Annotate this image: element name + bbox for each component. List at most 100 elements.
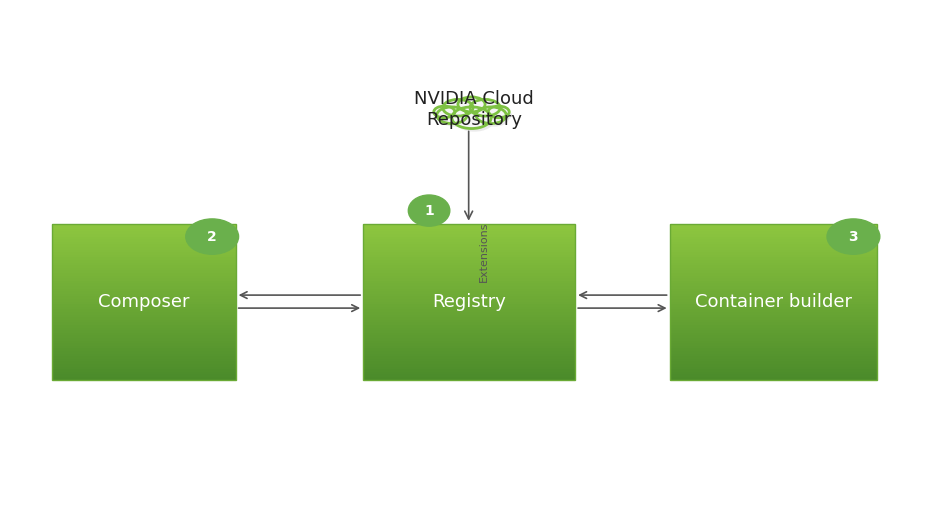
Bar — [670, 270, 877, 273]
Bar — [363, 304, 575, 307]
Bar — [52, 286, 236, 289]
Bar — [52, 317, 236, 320]
Bar — [363, 283, 575, 286]
Bar — [52, 330, 236, 333]
Bar — [670, 338, 877, 341]
Bar — [363, 307, 575, 309]
Bar — [52, 273, 236, 276]
Bar — [670, 364, 877, 367]
Bar — [670, 330, 877, 333]
Bar — [52, 270, 236, 273]
Bar — [363, 286, 575, 289]
Bar — [670, 281, 877, 283]
Bar — [670, 367, 877, 369]
Text: 1: 1 — [424, 204, 434, 217]
Bar — [363, 296, 575, 299]
Bar — [670, 276, 877, 278]
Bar — [363, 312, 575, 315]
Circle shape — [452, 107, 491, 128]
Circle shape — [479, 110, 509, 127]
Bar — [52, 239, 236, 242]
Bar — [363, 328, 575, 330]
Bar — [52, 346, 236, 348]
Bar — [52, 291, 236, 294]
Bar — [52, 276, 236, 278]
Bar — [363, 348, 575, 351]
Bar — [363, 315, 575, 317]
Bar — [670, 312, 877, 315]
Bar — [52, 281, 236, 283]
Bar — [670, 257, 877, 260]
Bar — [52, 237, 236, 239]
Bar — [670, 328, 877, 330]
Bar — [363, 374, 575, 377]
Bar — [363, 255, 575, 257]
Bar — [670, 226, 877, 229]
Bar — [52, 244, 236, 247]
Bar — [52, 268, 236, 270]
Ellipse shape — [408, 195, 450, 226]
Circle shape — [437, 109, 457, 121]
Bar — [363, 330, 575, 333]
Bar — [670, 299, 877, 302]
Bar — [52, 377, 236, 380]
Bar — [52, 335, 236, 338]
Bar — [52, 354, 236, 356]
Circle shape — [491, 109, 512, 121]
Bar — [670, 286, 877, 289]
Bar — [670, 325, 877, 328]
Bar — [52, 309, 236, 312]
Bar — [52, 343, 236, 346]
Bar — [52, 361, 236, 364]
Circle shape — [437, 107, 467, 124]
Bar — [670, 354, 877, 356]
Bar — [52, 348, 236, 351]
Bar — [52, 242, 236, 244]
Bar — [670, 242, 877, 244]
Bar — [670, 252, 877, 255]
Bar — [52, 234, 236, 237]
Bar — [52, 351, 236, 354]
Bar — [363, 231, 575, 234]
Bar — [670, 309, 877, 312]
Bar — [363, 229, 575, 231]
Bar — [670, 239, 877, 242]
Bar — [670, 374, 877, 377]
Circle shape — [434, 106, 455, 118]
Bar — [670, 265, 877, 268]
Bar — [363, 335, 575, 338]
Bar — [363, 242, 575, 244]
Bar — [363, 291, 575, 294]
Bar — [52, 289, 236, 291]
Bar — [363, 369, 575, 372]
Bar — [670, 247, 877, 250]
Bar — [363, 247, 575, 250]
Bar — [363, 346, 575, 348]
Bar — [363, 333, 575, 335]
Bar — [670, 307, 877, 309]
Bar — [363, 320, 575, 322]
Bar — [363, 325, 575, 328]
Bar — [52, 374, 236, 377]
Text: Composer: Composer — [98, 293, 190, 310]
Bar — [670, 296, 877, 299]
Bar — [363, 317, 575, 320]
Bar — [52, 231, 236, 234]
Bar — [670, 348, 877, 351]
Bar — [363, 354, 575, 356]
Bar — [52, 372, 236, 374]
Bar — [52, 341, 236, 343]
Bar — [670, 278, 877, 281]
Bar — [363, 237, 575, 239]
Bar — [363, 265, 575, 268]
Bar — [670, 377, 877, 380]
Bar — [52, 367, 236, 369]
Text: 2: 2 — [207, 230, 217, 243]
Bar — [52, 364, 236, 367]
Bar — [363, 351, 575, 354]
Bar — [52, 260, 236, 263]
Bar — [52, 322, 236, 325]
Bar — [670, 231, 877, 234]
Bar — [363, 273, 575, 276]
Bar — [52, 224, 236, 226]
